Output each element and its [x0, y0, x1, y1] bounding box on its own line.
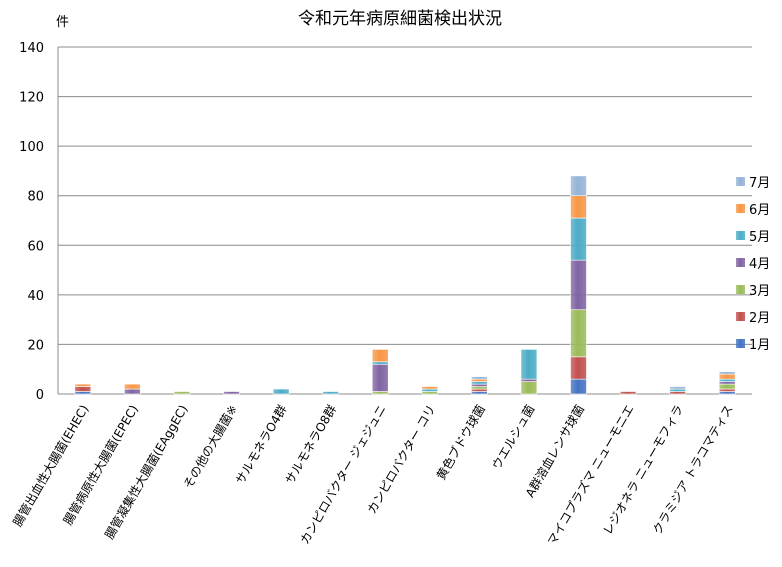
bar-segment: [124, 388, 141, 395]
legend-swatch: [736, 177, 745, 186]
x-tick-label: 黄色ブドウ球菌: [433, 402, 488, 482]
bar-segment: [471, 386, 488, 390]
bar-segment: [124, 383, 141, 390]
bar-segment: [371, 391, 389, 395]
bar-segment: [421, 391, 439, 395]
bar-segment: [74, 386, 92, 392]
bar-segment: [570, 175, 587, 197]
bar-segment: [223, 391, 240, 395]
bar-segment: [421, 388, 439, 392]
bar-segment: [471, 378, 488, 382]
gridlines: [57, 46, 752, 395]
bar-segment: [570, 309, 587, 358]
bar-segment: [471, 383, 488, 387]
x-tick-label: その他の大腸菌※: [181, 403, 240, 491]
y-tick-label: 140: [19, 41, 44, 56]
bar-segment: [471, 376, 488, 380]
legend-label: 1月: [749, 338, 770, 353]
y-tick-label: 80: [27, 190, 44, 205]
x-tick-label: サルモネラO4群: [233, 403, 290, 487]
bar-segment: [669, 391, 686, 395]
x-tick-label: マイコプラズマ ニューモニエ: [544, 402, 637, 548]
bar-segment: [322, 391, 339, 395]
y-tick-label: 20: [27, 338, 44, 353]
bar-segment: [718, 383, 736, 390]
legend-swatch: [736, 285, 745, 294]
legend-label: 5月: [749, 230, 770, 245]
bar-segment: [619, 391, 637, 395]
x-tick-label: 腸管凝集性大腸菌(EAggEC): [101, 402, 190, 541]
bar-segment: [471, 391, 488, 395]
legend-label: 4月: [749, 257, 770, 272]
bar-segment: [421, 386, 439, 390]
legend-swatch: [736, 204, 745, 213]
x-tick-label: カンピロバクター ジェジュニ: [297, 403, 388, 547]
bar-segment: [718, 378, 736, 382]
legend-swatch: [736, 339, 745, 348]
bar-segment: [272, 388, 290, 395]
y-axis-unit-label: 件: [56, 15, 69, 30]
bar-segment: [718, 373, 736, 380]
x-axis-tick-labels: 腸管出血性大腸菌(EHEC)腸管病原性大腸菌(EPEC)腸管凝集性大腸菌(EAg…: [9, 402, 735, 548]
bar-segment: [520, 349, 538, 380]
legend-label: 7月: [749, 176, 770, 191]
y-axis-ticks: 0 20 40 60 80 100 120 140: [19, 41, 44, 403]
bar-segment: [570, 195, 587, 219]
bar-segment: [718, 391, 736, 395]
bar-segment: [520, 381, 538, 395]
bar-segment: [471, 388, 488, 392]
x-tick-label: ウエルシュ菌: [489, 403, 537, 472]
chart-title: 令和元年病原細菌検出状況: [298, 9, 502, 29]
bar-segment: [669, 388, 686, 392]
bar-segment: [471, 381, 488, 385]
y-tick-label: 120: [19, 91, 44, 106]
bar-segment: [570, 378, 587, 395]
y-tick-label: 40: [27, 289, 44, 304]
legend-label: 6月: [749, 203, 770, 218]
bar-segment: [718, 381, 736, 385]
bar-segment: [718, 388, 736, 392]
bar-segment: [570, 356, 587, 380]
bar-segment: [570, 217, 587, 261]
legend-label: 3月: [749, 284, 770, 299]
bar-segment: [669, 386, 686, 390]
x-tick-label: サルモネラO8群: [283, 403, 340, 487]
bar-segment: [520, 378, 538, 382]
y-tick-label: 0: [36, 388, 44, 403]
bar-segment: [570, 259, 587, 311]
legend: 7月 6月 5月 4月 3月 2月 1月: [736, 176, 770, 353]
bar-segment: [74, 383, 92, 387]
bar-segment: [371, 363, 389, 392]
bar-segment: [74, 391, 92, 395]
legend-swatch: [736, 231, 745, 240]
bar-segment: [371, 349, 389, 363]
bars: [74, 175, 736, 395]
legend-label: 2月: [749, 311, 770, 326]
bar-segment: [718, 371, 736, 375]
y-tick-label: 60: [27, 239, 44, 254]
legend-swatch: [736, 258, 745, 267]
y-tick-label: 100: [19, 140, 44, 155]
bar-segment: [371, 361, 389, 365]
bar-segment: [173, 391, 191, 395]
legend-swatch: [736, 312, 745, 321]
